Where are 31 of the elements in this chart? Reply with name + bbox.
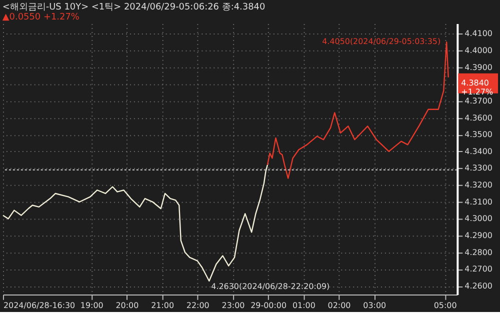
- y-tick-label: 4.3400: [464, 146, 492, 156]
- x-tick-label: 01:00: [292, 300, 316, 310]
- y-tick-label: 4.2700: [464, 264, 492, 274]
- chart-subtitle: ▲0.0550 +1.27%: [2, 12, 80, 23]
- chart-title: <해외금리-US 10Y> <1틱> 2024/06/29-05:06:26 종:4.3840: [2, 2, 266, 13]
- y-tick-label: 4.3500: [464, 130, 492, 140]
- y-tick-label: 4.3700: [464, 96, 492, 106]
- x-tick-label: 29-00:00: [250, 300, 287, 310]
- x-tick-label: 21:00: [151, 300, 174, 310]
- y-tick-label: 4.3000: [464, 214, 492, 224]
- x-tick-label: 05:00: [434, 300, 457, 310]
- annotation: 4.2630(2024/06/28-22:20:09): [211, 282, 330, 291]
- y-tick-label: 4.3600: [464, 113, 492, 122]
- y-tick-label: 4.2900: [464, 231, 492, 240]
- y-tick-label: 4.4000: [464, 46, 492, 55]
- y-tick-label: 4.2800: [464, 248, 492, 257]
- x-tick-label: 20:00: [116, 300, 139, 310]
- x-tick-label: 2024/06/28-16:30: [3, 300, 76, 310]
- x-tick-label: 23:00: [222, 300, 245, 310]
- y-tick-label: 4.4100: [464, 29, 492, 38]
- x-tick-label: 22:00: [186, 300, 210, 310]
- x-tick-label: 19:00: [80, 300, 104, 310]
- y-tick-label: 4.3300: [464, 164, 492, 173]
- x-tick-label: 03:00: [363, 300, 386, 310]
- x-tick-label: 02:00: [328, 300, 351, 310]
- y-tick-label: 4.3200: [464, 180, 492, 190]
- y-tick-label: 4.3100: [464, 197, 492, 206]
- y-tick-label: 4.3900: [464, 62, 492, 72]
- y-tick-label: 4.2600: [464, 282, 492, 291]
- line-series: [2, 164, 268, 282]
- annotation: 4.4050(2024/06/29-05:03:35): [322, 37, 441, 46]
